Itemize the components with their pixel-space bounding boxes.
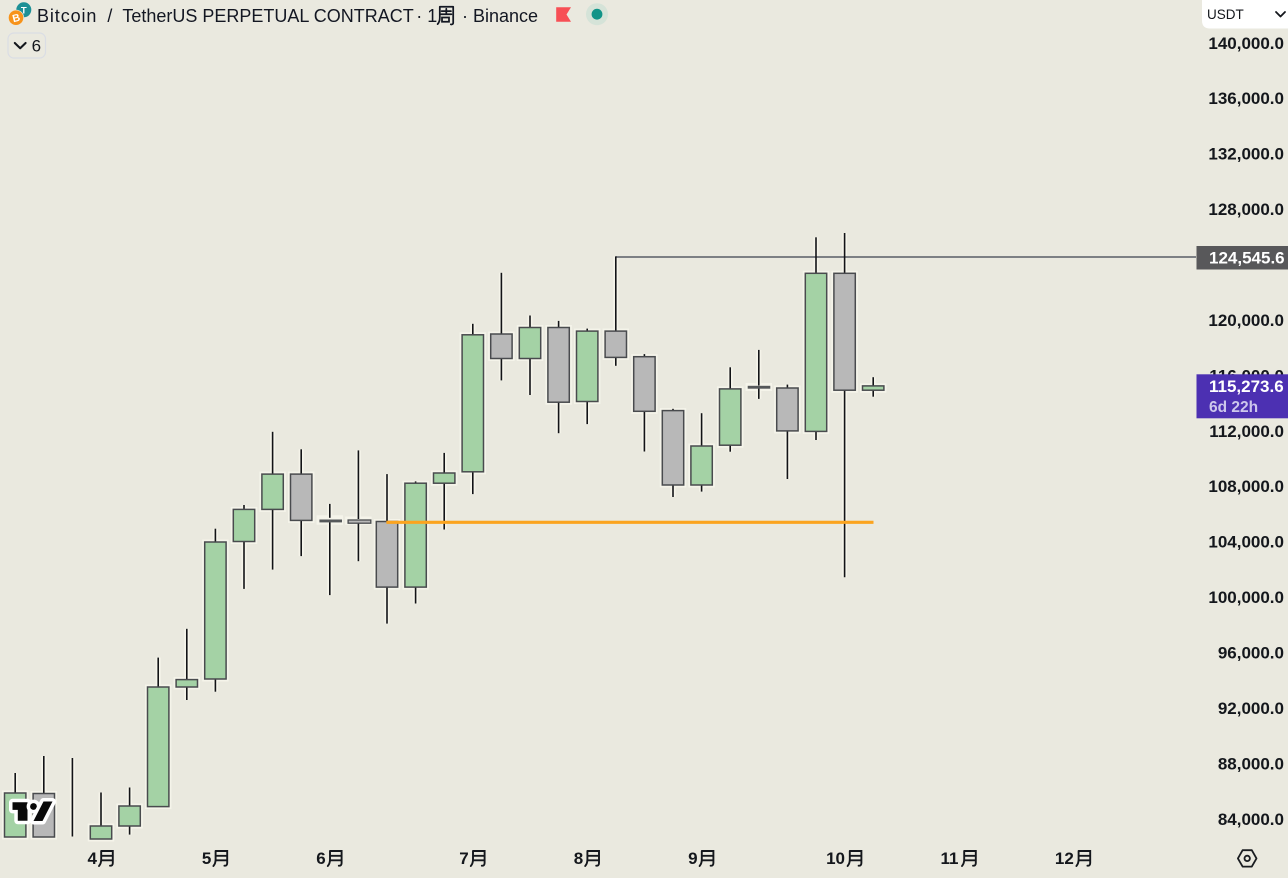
svg-text:132,000.0: 132,000.0 xyxy=(1208,145,1284,164)
svg-text:88,000.0: 88,000.0 xyxy=(1218,754,1284,773)
svg-text:124,545.6: 124,545.6 xyxy=(1209,249,1285,268)
svg-text:12: 12 xyxy=(1055,849,1074,868)
svg-text:4: 4 xyxy=(88,849,98,868)
svg-text:10: 10 xyxy=(826,849,845,868)
svg-text:92,000.0: 92,000.0 xyxy=(1218,699,1284,718)
svg-text:120,000.0: 120,000.0 xyxy=(1208,311,1284,330)
svg-text:136,000.0: 136,000.0 xyxy=(1208,89,1284,108)
svg-text:112,000.0: 112,000.0 xyxy=(1209,422,1284,441)
svg-text:6: 6 xyxy=(316,849,325,868)
svg-text:108,000.0: 108,000.0 xyxy=(1208,477,1284,496)
svg-text:6: 6 xyxy=(32,37,41,56)
svg-text:B: B xyxy=(11,12,22,26)
svg-text:104,000.0: 104,000.0 xyxy=(1208,533,1284,552)
svg-text:USDT: USDT xyxy=(1207,7,1244,22)
svg-text:· Binance: · Binance xyxy=(457,6,538,26)
svg-text:6d 22h: 6d 22h xyxy=(1209,399,1258,416)
svg-text:Bitcoin / TetherUS PERPETUAL: Bitcoin / TetherUS PERPETUAL CONTRACT · … xyxy=(37,6,437,26)
svg-text:8: 8 xyxy=(574,849,583,868)
svg-text:9: 9 xyxy=(688,849,697,868)
svg-text:5: 5 xyxy=(202,849,211,868)
svg-text:115,273.6: 115,273.6 xyxy=(1209,377,1284,396)
svg-text:100,000.0: 100,000.0 xyxy=(1208,588,1284,607)
svg-text:128,000.0: 128,000.0 xyxy=(1208,200,1284,219)
svg-text:140,000.0: 140,000.0 xyxy=(1208,34,1284,53)
svg-text:84,000.0: 84,000.0 xyxy=(1218,810,1284,829)
svg-text:11: 11 xyxy=(941,849,959,868)
svg-text:96,000.0: 96,000.0 xyxy=(1218,644,1284,663)
svg-text:T: T xyxy=(21,5,27,16)
svg-text:7: 7 xyxy=(459,849,468,868)
